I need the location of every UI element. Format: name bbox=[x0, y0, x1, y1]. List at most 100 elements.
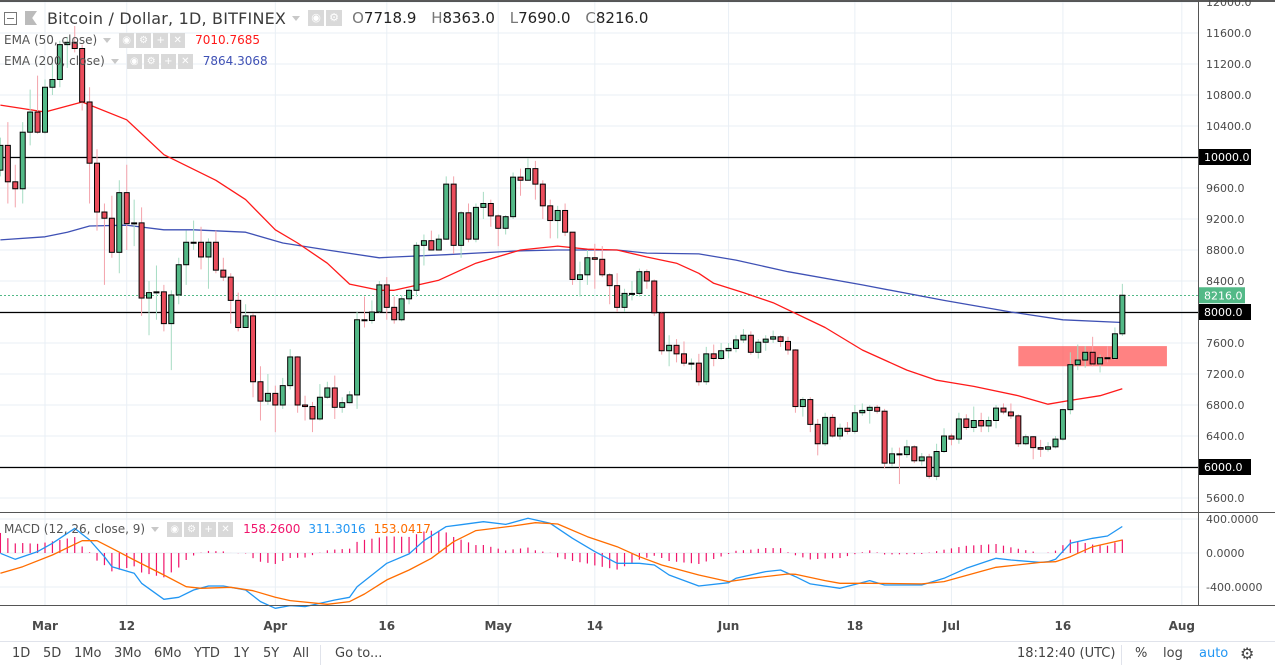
range-1d[interactable]: 1D bbox=[12, 646, 31, 661]
candle-body bbox=[279, 385, 286, 406]
candle-body bbox=[576, 274, 583, 280]
candle-body bbox=[740, 334, 747, 341]
candle-body bbox=[1030, 436, 1037, 449]
candle-body bbox=[628, 292, 635, 295]
macd-legend: MACD (12, 26, close, 9) ◉ ⚙ + ✕ 158.2600… bbox=[4, 520, 431, 538]
range-6mo[interactable]: 6Mo bbox=[154, 646, 182, 661]
chevron-down-icon[interactable] bbox=[292, 15, 301, 21]
range-1y[interactable]: 1Y bbox=[233, 646, 250, 661]
candle-body bbox=[562, 209, 569, 233]
goto-button[interactable]: Go to... bbox=[335, 646, 383, 661]
ema50-value: 7010.7685 bbox=[195, 33, 261, 47]
eye-icon[interactable]: ◉ bbox=[126, 53, 142, 69]
candle-body bbox=[1015, 415, 1022, 445]
candle-body bbox=[198, 241, 205, 258]
range-5y[interactable]: 5Y bbox=[263, 646, 280, 661]
time-tick-label: 14 bbox=[586, 619, 603, 633]
close-icon[interactable]: ✕ bbox=[218, 521, 234, 537]
candle-body bbox=[695, 362, 702, 383]
candle-body bbox=[4, 144, 11, 183]
chevron-down-icon[interactable] bbox=[151, 526, 160, 532]
percent-toggle[interactable]: % bbox=[1135, 646, 1148, 661]
clock-display[interactable]: 18:12:40 (UTC) bbox=[1017, 646, 1116, 661]
candle-body bbox=[1045, 446, 1052, 450]
macd-signal-value: 153.0417 bbox=[373, 522, 431, 536]
candle-body bbox=[324, 387, 331, 398]
macd-label[interactable]: MACD (12, 26, close, 9) bbox=[4, 522, 146, 536]
time-tick-label: Jul bbox=[942, 619, 960, 633]
ema50-label[interactable]: EMA (50, close) bbox=[4, 33, 98, 47]
gear-icon[interactable]: ⚙ bbox=[184, 521, 200, 537]
candle-body bbox=[264, 392, 271, 402]
plus-icon[interactable]: + bbox=[153, 32, 169, 48]
candle-body bbox=[569, 231, 576, 280]
candle-body bbox=[34, 111, 41, 133]
candle-body bbox=[242, 315, 249, 328]
candle-body bbox=[339, 402, 346, 408]
candle-body bbox=[755, 341, 762, 353]
candle-body bbox=[235, 299, 242, 328]
flag-icon[interactable] bbox=[25, 11, 37, 25]
candle-body bbox=[205, 241, 212, 258]
price-tick-label: 11600.0 bbox=[1206, 27, 1252, 40]
chevron-down-icon[interactable] bbox=[103, 37, 112, 43]
close-icon[interactable]: ✕ bbox=[170, 32, 186, 48]
range-5d[interactable]: 5D bbox=[43, 646, 62, 661]
ema200-label[interactable]: EMA (200, close) bbox=[4, 54, 105, 68]
symbol-title[interactable]: Bitcoin / Dollar, 1D, BITFINEX bbox=[47, 8, 287, 28]
candle-body bbox=[257, 381, 264, 402]
candle-body bbox=[747, 334, 754, 353]
candle-body bbox=[391, 306, 398, 321]
gear-icon[interactable]: ⚙ bbox=[143, 53, 159, 69]
time-tick-label: Apr bbox=[263, 619, 287, 633]
candle-body bbox=[606, 274, 613, 287]
candle-body bbox=[673, 344, 680, 355]
candle-body bbox=[1067, 364, 1074, 411]
candle-body bbox=[807, 399, 814, 425]
candle-body bbox=[978, 420, 985, 427]
candle-body bbox=[532, 168, 539, 185]
horizontal-lines[interactable] bbox=[0, 156, 1198, 469]
candle-body bbox=[56, 44, 63, 80]
plus-icon[interactable]: + bbox=[160, 53, 176, 69]
range-ytd[interactable]: YTD bbox=[194, 646, 220, 661]
price-tick-label: 9600.0 bbox=[1206, 182, 1245, 195]
close-label: C bbox=[585, 9, 596, 27]
range-3mo[interactable]: 3Mo bbox=[114, 646, 142, 661]
range-1mo[interactable]: 1Mo bbox=[74, 646, 102, 661]
gear-icon[interactable]: ⚙ bbox=[326, 10, 343, 26]
price-tick-label: 6800.0 bbox=[1206, 399, 1245, 412]
auto-toggle[interactable]: auto bbox=[1199, 646, 1229, 661]
eye-icon[interactable]: ◉ bbox=[167, 521, 183, 537]
eye-icon[interactable]: ◉ bbox=[308, 10, 325, 26]
candle-body bbox=[1082, 351, 1089, 361]
candle-body bbox=[294, 356, 301, 406]
gear-icon[interactable]: ⚙ bbox=[1240, 644, 1255, 663]
eye-icon[interactable]: ◉ bbox=[119, 32, 135, 48]
gear-icon[interactable]: ⚙ bbox=[136, 32, 152, 48]
chevron-down-icon[interactable] bbox=[110, 58, 119, 64]
candle-body bbox=[435, 238, 442, 251]
plus-icon[interactable]: + bbox=[201, 521, 217, 537]
candle-body bbox=[250, 315, 257, 383]
candle-body bbox=[502, 216, 509, 229]
candle-body bbox=[651, 280, 658, 314]
close-icon[interactable]: ✕ bbox=[177, 53, 193, 69]
candle-body bbox=[1097, 357, 1104, 365]
range-all[interactable]: All bbox=[293, 646, 310, 661]
price-tick-label: 9200.0 bbox=[1206, 213, 1245, 226]
candle-body bbox=[168, 294, 175, 325]
collapse-icon[interactable] bbox=[4, 11, 17, 25]
axes[interactable]: 12000.0 11600.0 11200.0 10800.0 10400.0 10000… bbox=[0, 0, 1275, 633]
candle-body bbox=[829, 416, 836, 437]
candle-body bbox=[844, 427, 851, 432]
candle-body bbox=[524, 168, 531, 181]
price-tick-label: 7200.0 bbox=[1206, 368, 1245, 381]
signal-line bbox=[0, 522, 1123, 605]
time-tick-label: 16 bbox=[1055, 619, 1072, 633]
price-chart[interactable]: 12000.0 11600.0 11200.0 10800.0 10400.0 10000… bbox=[0, 0, 1275, 641]
candle-body bbox=[116, 192, 123, 253]
candle-body bbox=[785, 340, 791, 351]
candle-body bbox=[1104, 357, 1111, 360]
log-toggle[interactable]: log bbox=[1163, 646, 1183, 661]
